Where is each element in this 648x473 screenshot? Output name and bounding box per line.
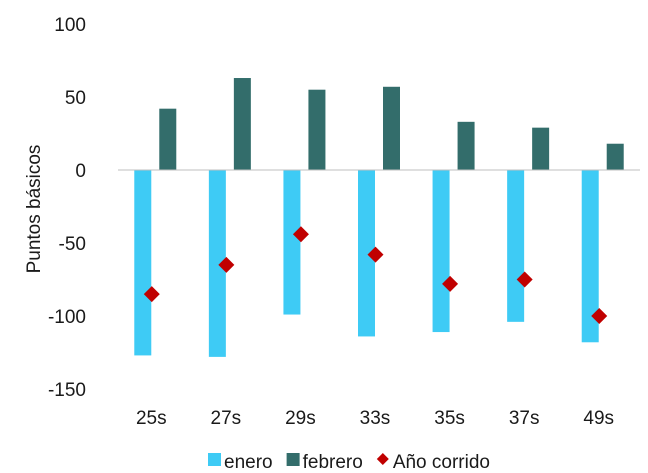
x-tick-label: 29s [285,408,316,429]
bar-febrero-29s [308,89,326,170]
x-tick-label: 37s [509,408,540,429]
legend-swatch-febrero [286,453,300,466]
y-axis-title: Puntos básicos [24,145,45,274]
x-axis-ticks: 25s 27s 29s 33s 35s 37s 49s [136,408,614,429]
x-tick-label: 25s [136,408,167,429]
y-axis-ticks: 100 50 0 -50 -100 -150 [48,15,86,401]
y-tick-label: -100 [48,307,86,328]
bar-enero-29s [283,170,301,315]
bar-enero-25s [134,170,152,356]
marker-ano-corrido-27s [218,256,235,273]
bar-febrero-33s [383,86,400,170]
legend-label-febrero: febrero [303,452,363,473]
x-tick-label: 49s [583,408,614,429]
legend-label-ano-corrido: Año corrido [393,452,490,473]
bar-febrero-37s [532,127,550,170]
x-tick-label: 27s [211,408,242,429]
marker-ano-corrido-49s [591,308,608,324]
markers [143,226,608,324]
marker-ano-corrido-25s [143,286,160,303]
bar-febrero-25s [159,108,177,170]
bar-enero-27s [208,170,226,357]
x-tick-label: 35s [434,408,465,429]
bar-febrero-49s [606,143,624,170]
bar-enero-49s [581,170,599,343]
bar-febrero-35s [457,121,475,170]
legend-label-enero: enero [224,452,273,473]
y-tick-label: 50 [65,88,86,109]
y-tick-label: 0 [75,161,86,182]
bar-febrero-27s [233,78,251,170]
marker-ano-corrido-29s [292,226,309,243]
marker-ano-corrido-33s [367,246,384,263]
y-tick-label: 100 [54,15,86,36]
bar-enero-37s [507,170,525,322]
legend: enero febrero Año corrido [208,452,490,473]
bar-enero-33s [358,170,375,337]
y-tick-label: -150 [48,380,86,401]
marker-ano-corrido-35s [442,275,459,292]
y-tick-label: -50 [59,234,86,255]
legend-swatch-ano-corrido [376,453,389,465]
bars [134,78,624,357]
x-tick-label: 33s [360,408,391,429]
marker-ano-corrido-37s [516,271,533,288]
legend-swatch-enero [208,453,221,466]
bar-enero-35s [432,170,450,333]
